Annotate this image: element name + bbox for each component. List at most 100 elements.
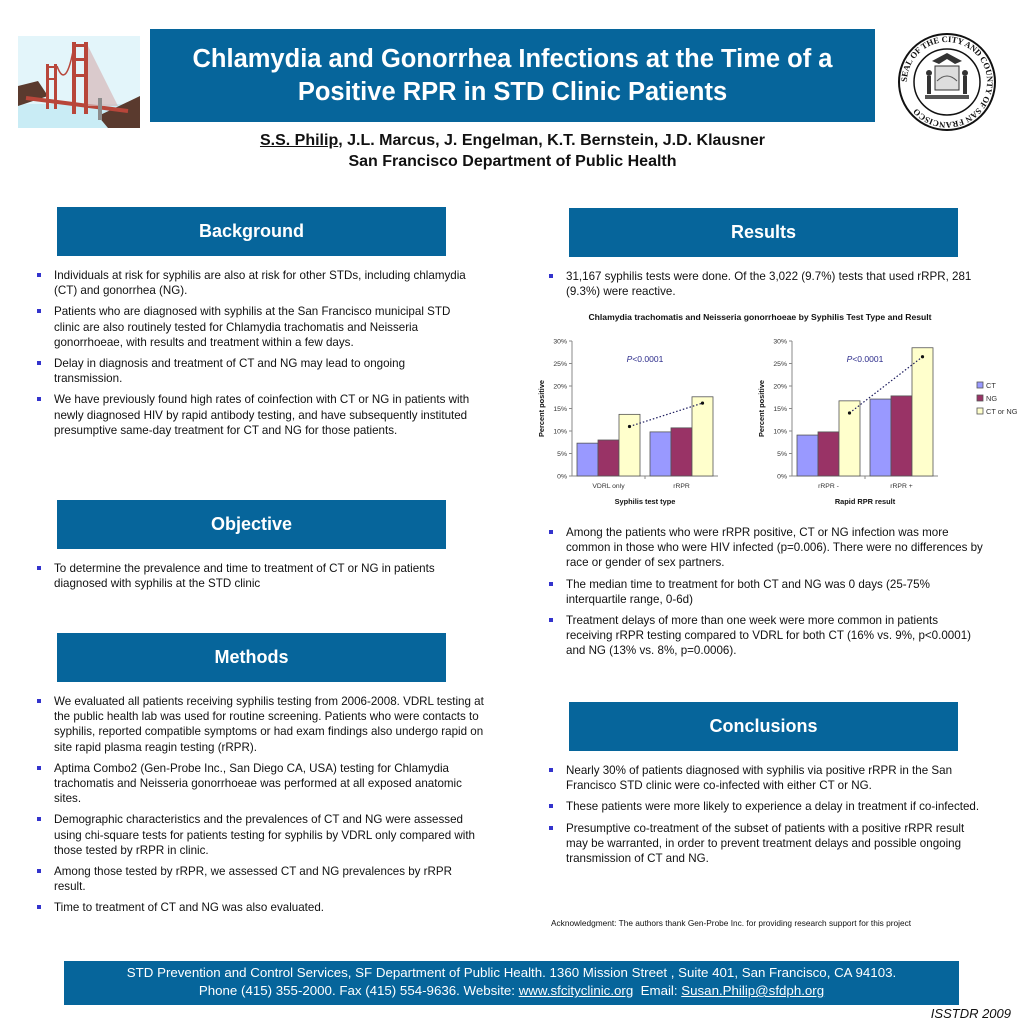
list-item: The median time to treatment for both CT… xyxy=(546,577,986,607)
results-header: Results xyxy=(569,208,958,257)
conference-tag: ISSTDR 2009 xyxy=(930,1006,1011,1021)
bar-ct xyxy=(649,431,672,477)
chart-syphilis-test-type: 0% 5% 10% 15% 20% 25% 30% Percent positive VDRL … xyxy=(535,335,755,510)
website-link[interactable]: www.sfcityclinic.org xyxy=(518,983,634,998)
methods-heading: Methods xyxy=(214,647,289,667)
presenting-author: S.S. Philip xyxy=(259,132,339,149)
bar-ng xyxy=(670,427,693,477)
list-item: We have previously found high rates of c… xyxy=(34,392,474,438)
email-label: Email: xyxy=(633,983,682,998)
city-seal-icon: SEAL OF THE CITY AND COUNTY OF SAN FRANC… xyxy=(898,33,996,131)
list-item: Among the patients who were rRPR positiv… xyxy=(546,525,986,571)
background-heading: Background xyxy=(198,221,304,241)
bar-ct xyxy=(796,434,819,477)
bar-ct xyxy=(576,442,599,477)
footer-contact-line: Phone (415) 355-2000. Fax (415) 554-9636… xyxy=(64,982,959,1000)
x-category-label: rRPR + xyxy=(890,483,913,490)
sf-city-seal-logo: SEAL OF THE CITY AND COUNTY OF SAN FRANC… xyxy=(885,31,1009,134)
y-tick-label: 5% xyxy=(557,451,567,458)
background-header: Background xyxy=(57,207,446,256)
methods-list: We evaluated all patients receiving syph… xyxy=(34,694,484,922)
x-category-label: rRPR xyxy=(673,483,690,490)
poster-title: Chlamydia and Gonorrhea Infections at th… xyxy=(192,44,833,106)
bar-ct-or-ng xyxy=(911,347,934,477)
list-item: 31,167 syphilis tests were done. Of the … xyxy=(546,269,986,299)
p-value-annotation: P<0.0001 xyxy=(627,354,664,364)
legend-swatch xyxy=(976,407,984,415)
conclusions-list: Nearly 30% of patients diagnosed with sy… xyxy=(546,763,986,872)
contact-footer: STD Prevention and Control Services, SF … xyxy=(64,961,959,1005)
list-item: Aptima Combo2 (Gen-Probe Inc., San Diego… xyxy=(34,761,484,807)
legend-label: CT or NG xyxy=(986,407,1018,416)
y-tick-label: 20% xyxy=(773,384,787,391)
acknowledgment: Acknowledgment: The authors thank Gen-Pr… xyxy=(551,918,912,928)
objective-header: Objective xyxy=(57,500,446,549)
bar-ng xyxy=(817,431,840,477)
y-axis-label: Percent positive xyxy=(757,380,766,437)
golden-gate-bridge-logo xyxy=(18,36,140,128)
chart-rapid-rpr-result: 0% 5% 10% 15% 20% 25% 30% Percent positive rRPR … xyxy=(755,335,1024,510)
x-axis-label: Syphilis test type xyxy=(615,497,676,506)
bar-chart-svg: 0% 5% 10% 15% 20% 25% 30% Percent positive rRPR … xyxy=(757,339,1018,507)
y-tick-label: 15% xyxy=(773,406,787,413)
list-item: Individuals at risk for syphilis are als… xyxy=(34,268,474,298)
email-link[interactable]: Susan.Philip@sfdph.org xyxy=(681,983,825,998)
bar-chart-svg: 0% 5% 10% 15% 20% 25% 30% Percent positive VDRL … xyxy=(537,339,718,506)
y-tick-label: 25% xyxy=(553,361,567,368)
list-item: Demographic characteristics and the prev… xyxy=(34,812,484,858)
footer-phone-fax: Phone (415) 355-2000. Fax (415) 554-9636… xyxy=(198,983,519,998)
bar-ng xyxy=(597,439,620,477)
methods-header: Methods xyxy=(57,633,446,682)
legend-swatch xyxy=(976,381,984,389)
p-value-annotation: P<0.0001 xyxy=(847,354,884,364)
list-item: We evaluated all patients receiving syph… xyxy=(34,694,484,755)
bar-ct-or-ng xyxy=(618,413,641,477)
poster-title-banner: Chlamydia and Gonorrhea Infections at th… xyxy=(150,29,875,122)
list-item: To determine the prevalence and time to … xyxy=(34,561,454,591)
y-tick-label: 15% xyxy=(553,406,567,413)
results-list-top: 31,167 syphilis tests were done. Of the … xyxy=(546,269,986,305)
y-tick-label: 10% xyxy=(773,429,787,436)
list-item: These patients were more likely to exper… xyxy=(546,799,986,814)
list-item: Nearly 30% of patients diagnosed with sy… xyxy=(546,763,986,793)
bridge-icon xyxy=(18,36,140,128)
bar-ct xyxy=(869,398,892,477)
legend-swatch xyxy=(976,394,984,402)
list-item: Treatment delays of more than one week w… xyxy=(546,613,986,659)
author-list: S.S. Philip, J.L. Marcus, J. Engelman, K… xyxy=(150,130,875,151)
affiliation: San Francisco Department of Public Healt… xyxy=(348,153,677,170)
chart-title: Chlamydia trachomatis and Neisseria gono… xyxy=(588,312,932,322)
bar-ct-or-ng xyxy=(838,400,861,477)
y-tick-label: 5% xyxy=(777,451,787,458)
background-list: Individuals at risk for syphilis are als… xyxy=(34,268,474,444)
y-tick-label: 20% xyxy=(553,384,567,391)
y-tick-label: 30% xyxy=(553,339,567,346)
list-item: Presumptive co-treatment of the subset o… xyxy=(546,821,986,867)
footer-address: STD Prevention and Control Services, SF … xyxy=(126,965,897,980)
bar-ct-or-ng xyxy=(691,396,714,477)
x-axis-label: Rapid RPR result xyxy=(835,497,896,506)
coauthors: , J.L. Marcus, J. Engelman, K.T. Bernste… xyxy=(338,132,766,149)
list-item: Time to treatment of CT and NG was also … xyxy=(34,900,484,915)
y-axis-label: Percent positive xyxy=(537,380,546,437)
list-item: Delay in diagnosis and treatment of CT a… xyxy=(34,356,474,386)
legend-label: CT xyxy=(986,381,996,390)
conclusions-header: Conclusions xyxy=(569,702,958,751)
author-block: S.S. Philip, J.L. Marcus, J. Engelman, K… xyxy=(150,130,875,172)
bar-ng xyxy=(890,395,913,477)
list-item: Among those tested by rRPR, we assessed … xyxy=(34,864,484,894)
y-tick-label: 0% xyxy=(777,474,787,481)
results-heading: Results xyxy=(730,222,797,242)
y-tick-label: 0% xyxy=(557,474,567,481)
y-tick-label: 30% xyxy=(773,339,787,346)
objective-heading: Objective xyxy=(210,514,293,534)
conclusions-heading: Conclusions xyxy=(709,716,818,736)
y-tick-label: 10% xyxy=(553,429,567,436)
list-item: Patients who are diagnosed with syphilis… xyxy=(34,304,474,350)
y-tick-label: 25% xyxy=(773,361,787,368)
x-category-label: rRPR - xyxy=(818,483,839,490)
x-category-label: VDRL only xyxy=(592,483,625,490)
results-list-bottom: Among the patients who were rRPR positiv… xyxy=(546,525,986,665)
objective-list: To determine the prevalence and time to … xyxy=(34,561,454,597)
legend-label: NG xyxy=(986,394,997,403)
